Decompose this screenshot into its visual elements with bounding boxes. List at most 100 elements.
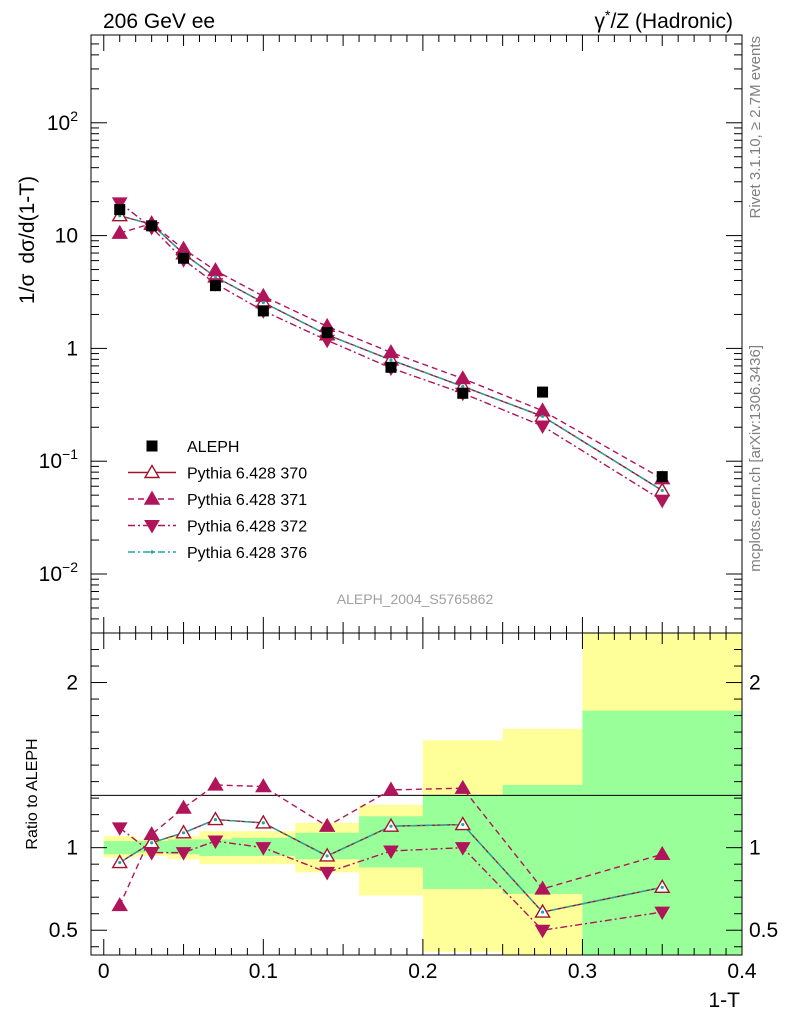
ratio-series-point [111,822,128,836]
legend-label: Pythia 6.428 370 [187,466,307,483]
main-y-tick-label: 1 [66,337,78,360]
ratio-series-point [660,885,664,889]
main-series-point [654,494,671,509]
ratio-y-tick-label-left: 2 [66,672,78,695]
ratio-series-point [143,847,160,861]
legend-label: Pythia 6.428 371 [187,492,307,509]
aleph-data-point [146,220,158,232]
legend-label: Pythia 6.428 372 [187,519,307,536]
legend-entry: Pythia 6.428 370 [128,464,307,483]
main-frame [90,34,743,634]
ratio-x-tick-label: 0.3 [568,960,597,983]
main-y-axis-label-part2: dσ/d(1-T) [16,176,39,264]
ratio-series-point [150,841,154,845]
ratio-y-tick-label-right: 2 [749,672,761,695]
main-series-point [111,224,128,239]
analysis-id-label: ALEPH_2004_S5765862 [337,591,494,607]
ratio-series-point [389,824,393,828]
main-y-tick-label-base: 10 [39,563,62,586]
main-axis-ticks [91,34,743,634]
ratio-uncertainty-bands [103,633,742,955]
aleph-data-point [385,361,397,373]
main-series-line [119,222,663,480]
ratio-series-point [454,842,471,856]
x-axis-label: 1-T [709,989,741,1012]
legend: ALEPH Pythia 6.428 370 Pythia 6.428 371 Pyt… [128,439,307,562]
ratio-series-point [181,831,186,835]
aleph-data-point [656,471,668,483]
ratio-axis-ticks [91,632,743,955]
legend-entry: Pythia 6.428 376 [128,545,307,562]
ratio-x-tick-label: 0 [98,960,110,983]
main-y-tick-label-base: 10 [39,450,62,473]
header-right-prefix: γ [595,10,606,33]
main-y-tick-label-base: 10 [47,112,70,135]
ratio-series-line [119,827,663,931]
ratio-y-tick-label-right: 1 [749,837,761,860]
main-series-point [255,287,272,302]
ratio-series-point [325,854,329,858]
main-y-tick-label: 102 [47,108,78,135]
main-series-point [213,275,218,279]
legend-label: ALEPH [187,439,239,456]
main-series-point [461,384,465,389]
legend-marker [144,520,160,534]
ratio-series-point [461,822,465,827]
ratio-series-point [534,924,551,939]
aleph-data-point [537,386,549,398]
side-text-bottom: mcplots.cern.ch [arXiv:1306.3436] [747,345,764,572]
ratio-series-line [119,818,663,913]
ratio-series-point [213,817,218,822]
ratio-series-group [111,776,671,939]
aleph-data-points [114,204,668,483]
main-y-tick-label: 10−1 [39,446,79,473]
main-series-group [111,197,671,509]
ratio-series-point [382,781,400,796]
ratio-series-point [111,897,128,912]
ratio-y-tick-label-left: 1 [66,837,78,860]
ratio-series-point [319,866,336,881]
legend-entry: Pythia 6.428 371 [128,490,307,509]
ratio-series-point [143,826,160,841]
ratio-x-tick-label: 0.4 [727,960,757,983]
aleph-data-point [457,387,469,399]
main-y-tick-label: 10−2 [39,559,79,586]
ratio-band-green [167,839,200,855]
ratio-series-point [454,779,471,794]
ratio-x-tick-labels: 0 0.1 0.2 0.3 0.4 [98,960,757,983]
main-series-point [540,414,545,418]
ratio-series-point [175,799,192,814]
main-series-point [534,420,551,435]
main-y-tick-label-exponent: −2 [62,559,78,575]
aleph-data-point [178,252,190,264]
ratio-frame [90,632,743,956]
ratio-series-point [175,847,192,861]
ratio-y-tick-label-right: 0.5 [749,919,778,942]
aleph-data-point [321,327,333,339]
main-series-line [119,215,663,492]
legend-marker [150,550,154,554]
legend-entry: ALEPH [146,439,239,456]
ratio-band-green [502,784,583,894]
ratio-band-green [103,841,136,855]
side-text-top: Rivet 3.1.10, ≥ 2.7M events [747,36,764,219]
legend-marker [143,490,161,505]
ratio-series-point [118,860,122,865]
main-y-tick-label-exponent: 2 [70,108,78,124]
ratio-panel: 0.5 0.51 12 2 0 0.1 0.2 0.3 0.4 Ratio to ALEPH … [24,632,778,1012]
main-series-point [382,344,400,359]
ratio-y-tick-labels: 0.5 0.5 1 1 2 2 [49,672,778,943]
main-series-point [534,402,551,417]
ratio-series-point [255,778,272,793]
main-series-point [389,358,393,362]
legend-marker [146,440,158,452]
aleph-data-point [114,204,126,216]
main-y-axis-label-part1: 1/σ [16,274,39,305]
ratio-series-point [654,845,671,860]
main-y-tick-label: 10 [55,225,78,248]
main-y-tick-label-exponent: −1 [62,446,78,462]
ratio-x-tick-label: 0.1 [249,960,278,983]
